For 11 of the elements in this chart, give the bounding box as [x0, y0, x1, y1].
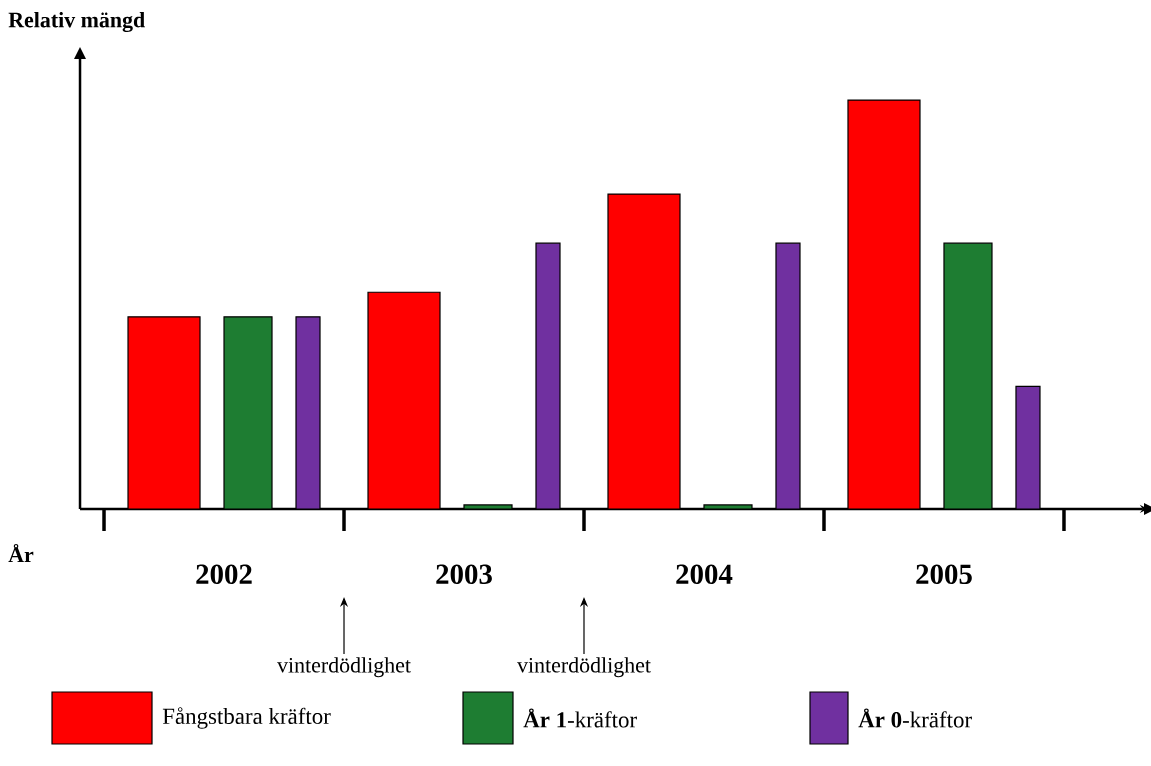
x-tick-label: 2005 — [916, 564, 972, 584]
legend-label: År 0-kräftor — [858, 708, 972, 728]
x-tick-label: 2004 — [676, 564, 733, 584]
x-tick-label: 2002 — [196, 564, 252, 584]
x-tick-label: 2003 — [436, 564, 492, 584]
x-axis-title: År — [8, 543, 34, 563]
legend-label: År 1-kräftor — [523, 708, 637, 728]
legend-label: Fångstbara kräftor — [162, 707, 331, 729]
text: vinterdödlighet — [517, 657, 651, 678]
y-axis-title: Relativ mängd — [8, 11, 145, 33]
text: vinterdödlighet — [277, 657, 411, 678]
